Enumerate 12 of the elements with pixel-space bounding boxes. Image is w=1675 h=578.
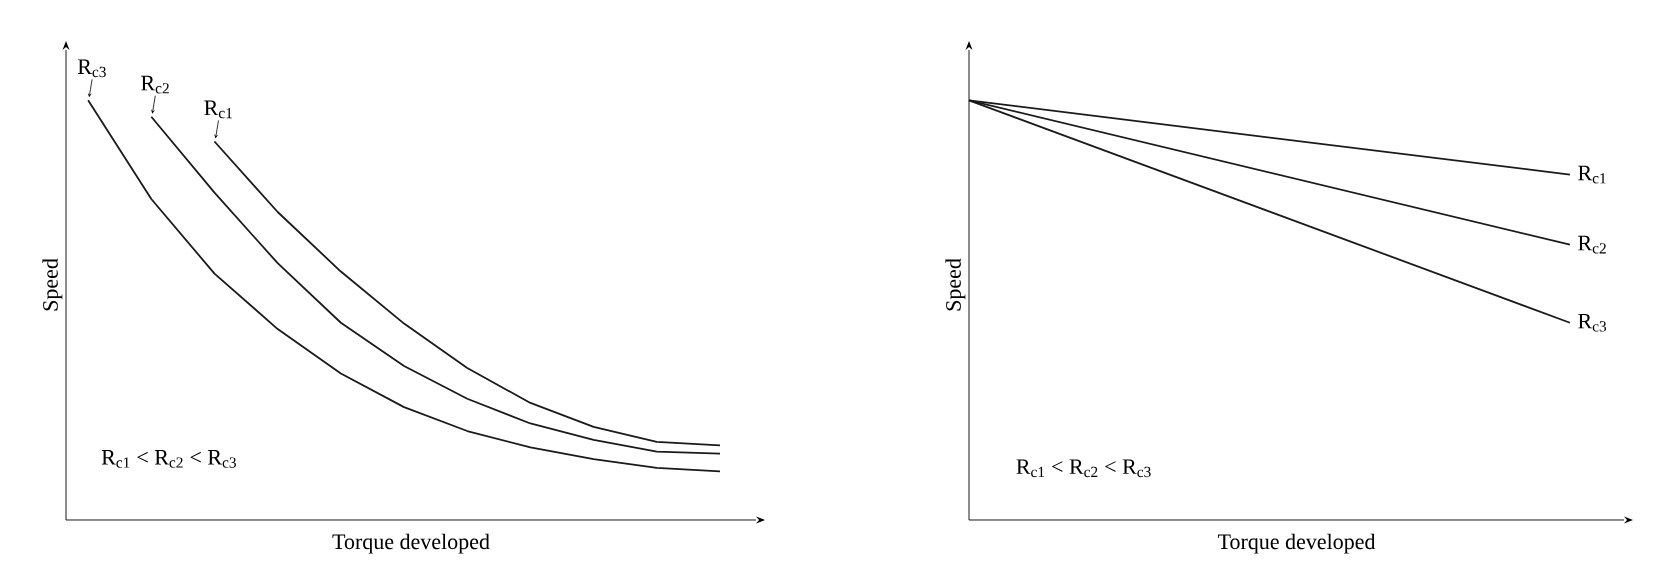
x-axis-title: Torque developed [332, 533, 490, 554]
annotation: R$_{c1}$ < R$_{c2}$ < R$_{c3}$ [1016, 459, 1151, 478]
series-label: R$_{c2}$ [1578, 235, 1606, 254]
y-axis-title: Speed [42, 258, 63, 311]
series-label: R$_{c1}$ [204, 100, 232, 119]
series-label: R$_{c3}$ [1578, 313, 1607, 332]
series-label: R$_{c3}$ [77, 59, 106, 78]
x-axis-title: Torque developed [1217, 533, 1376, 554]
y-axis-title: Speed [945, 258, 966, 311]
series-label: R$_{c1}$ [1578, 165, 1606, 184]
series-label: R$_{c2}$ [141, 75, 169, 94]
annotation: R$_{c1}$ < R$_{c2}$ < R$_{c3}$ [101, 450, 236, 468]
